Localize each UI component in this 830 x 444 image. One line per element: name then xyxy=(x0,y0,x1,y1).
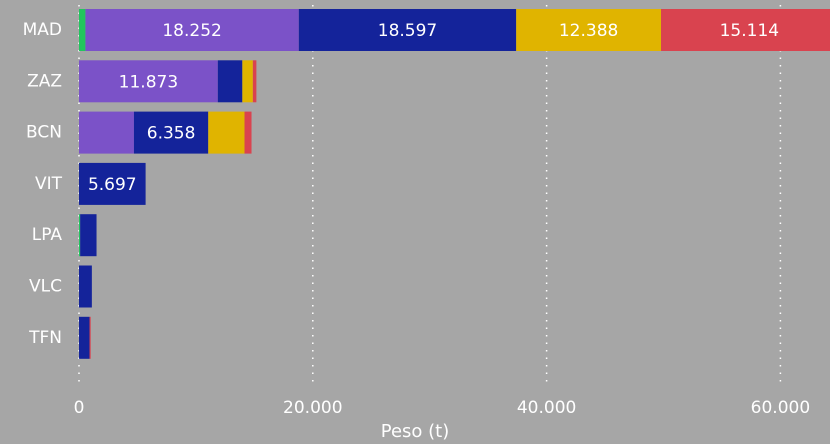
y-tick-label: BCN xyxy=(26,123,62,143)
data-label: 5.697 xyxy=(88,175,137,195)
data-label: 18.252 xyxy=(162,21,221,41)
data-label: 15.114 xyxy=(720,21,779,41)
bar-segment xyxy=(79,60,218,103)
bar-segment xyxy=(79,316,90,359)
y-tick-label: TFN xyxy=(28,328,62,348)
y-tick-label: ZAZ xyxy=(27,71,62,91)
bar-segment xyxy=(208,111,245,154)
bar-segment xyxy=(516,9,662,51)
x-tick-label: 0 xyxy=(74,398,85,418)
data-label: 18.597 xyxy=(378,21,437,41)
x-axis-label: Peso (t) xyxy=(381,421,450,442)
x-tick-label: 40.000 xyxy=(517,398,576,418)
bar-segment xyxy=(79,214,81,257)
data-label: 12.388 xyxy=(559,21,618,41)
bar-segment xyxy=(79,162,146,205)
y-tick-label: VIT xyxy=(35,174,63,194)
y-tick-label: MAD xyxy=(23,20,62,40)
bar-segment xyxy=(298,9,517,51)
bar-segment xyxy=(217,60,243,103)
y-tick-label: LPA xyxy=(32,225,63,245)
bar-segment xyxy=(79,9,86,51)
bar-segment xyxy=(89,316,91,359)
y-tick-label: VLC xyxy=(29,277,62,297)
bar-segment xyxy=(79,111,134,154)
bars xyxy=(78,5,830,385)
bar-segment xyxy=(244,111,252,154)
bar-segment xyxy=(85,9,299,51)
bar-segment xyxy=(242,60,253,103)
bar-segment xyxy=(661,9,830,51)
bar-segment xyxy=(79,265,92,308)
bar-segment xyxy=(252,60,257,103)
bar-segment xyxy=(133,111,209,154)
data-label: 11.873 xyxy=(119,72,178,92)
data-label: 6.358 xyxy=(147,124,196,144)
x-tick-label: 20.000 xyxy=(283,398,342,418)
x-tick-label: 60.000 xyxy=(751,398,810,418)
bar-segment xyxy=(80,214,97,257)
